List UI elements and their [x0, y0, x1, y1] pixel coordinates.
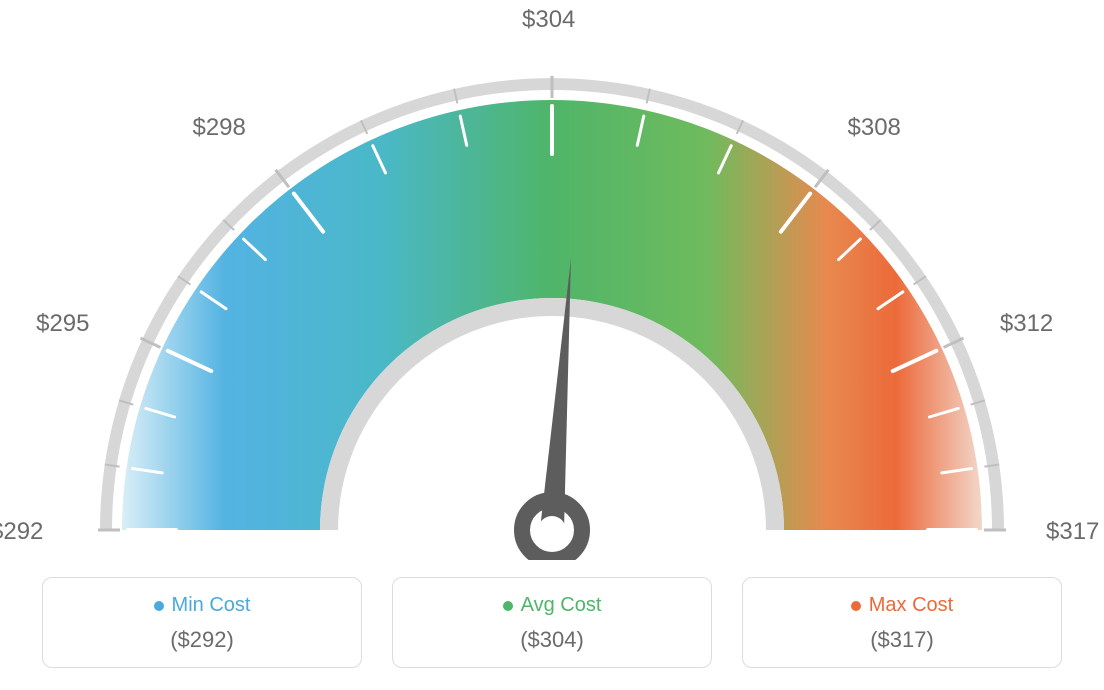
- legend-card-avg: Avg Cost ($304): [392, 577, 712, 668]
- legend-title-row: Min Cost: [53, 594, 351, 617]
- gauge-tick-label: $292: [0, 518, 43, 546]
- legend-title-row: Avg Cost: [403, 594, 701, 617]
- legend-value-min: ($292): [53, 627, 351, 653]
- gauge-chart: $292 $295 $298 $304 $308 $312 $317: [0, 0, 1104, 560]
- legend-title-avg: Avg Cost: [521, 594, 602, 617]
- legend-title-row: Max Cost: [753, 594, 1051, 617]
- gauge-tick-label: $317: [1046, 518, 1099, 546]
- legend-value-max: ($317): [753, 627, 1051, 653]
- gauge-tick-label: $295: [36, 310, 89, 338]
- gauge-tick-label: $298: [192, 114, 245, 142]
- gauge-svg: [0, 0, 1104, 560]
- legend-title-min: Min Cost: [172, 594, 251, 617]
- legend-value-avg: ($304): [403, 627, 701, 653]
- legend-dot-avg: [503, 601, 513, 611]
- gauge-tick-label: $304: [522, 6, 575, 34]
- legend-row: Min Cost ($292) Avg Cost ($304) Max Cost…: [0, 577, 1104, 668]
- legend-dot-min: [154, 601, 164, 611]
- legend-card-max: Max Cost ($317): [742, 577, 1062, 668]
- legend-card-min: Min Cost ($292): [42, 577, 362, 668]
- gauge-tick-label: $308: [848, 114, 901, 142]
- legend-dot-max: [851, 601, 861, 611]
- gauge-tick-label: $312: [1000, 310, 1053, 338]
- legend-title-max: Max Cost: [869, 594, 953, 617]
